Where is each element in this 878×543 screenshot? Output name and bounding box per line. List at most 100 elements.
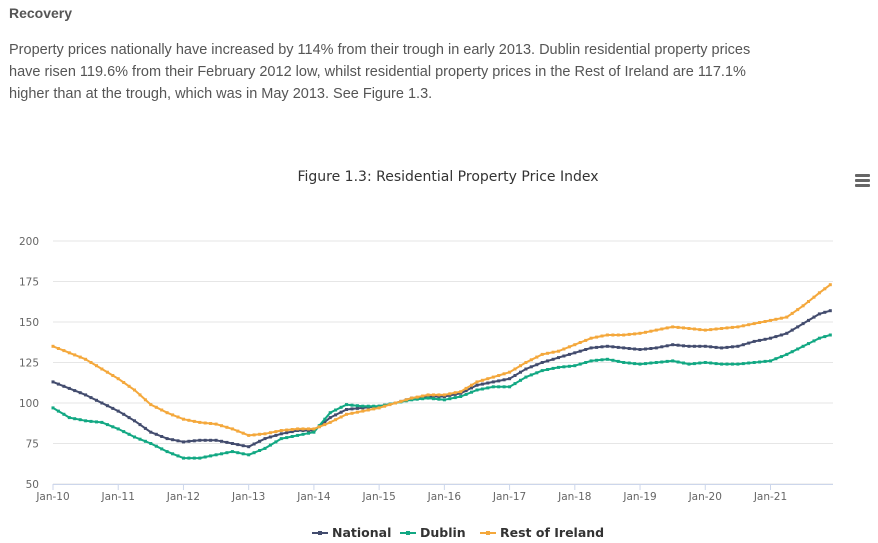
data-point bbox=[301, 427, 305, 431]
data-point bbox=[442, 395, 446, 398]
data-point bbox=[345, 412, 348, 416]
data-point bbox=[415, 395, 419, 399]
data-point bbox=[801, 344, 805, 348]
data-point bbox=[448, 392, 452, 396]
legend-item[interactable]: Rest of Ireland bbox=[480, 525, 604, 540]
data-point bbox=[584, 361, 588, 364]
data-point bbox=[633, 347, 637, 351]
hamburger-menu-icon[interactable] bbox=[853, 172, 873, 190]
data-point bbox=[796, 325, 800, 329]
data-point bbox=[644, 330, 647, 334]
data-point bbox=[432, 397, 435, 401]
data-point bbox=[448, 397, 452, 401]
data-point bbox=[752, 322, 756, 326]
data-point bbox=[573, 351, 577, 355]
data-point bbox=[236, 451, 240, 455]
data-point bbox=[562, 365, 566, 369]
data-point bbox=[258, 439, 262, 443]
data-point bbox=[644, 362, 647, 366]
data-point bbox=[182, 440, 185, 444]
data-point bbox=[203, 455, 207, 459]
x-tick-label: Jan-21 bbox=[753, 491, 787, 503]
data-point bbox=[730, 362, 734, 366]
data-point bbox=[209, 422, 213, 425]
data-point bbox=[595, 345, 599, 349]
data-point bbox=[225, 440, 229, 444]
x-tick-label: Jan-20 bbox=[688, 491, 722, 503]
data-point bbox=[817, 312, 821, 316]
data-point bbox=[567, 352, 571, 356]
data-point bbox=[127, 432, 131, 436]
legend-item[interactable]: Dublin bbox=[400, 525, 466, 540]
data-point bbox=[62, 412, 66, 416]
data-point bbox=[747, 341, 751, 345]
data-point bbox=[660, 345, 664, 349]
data-point bbox=[459, 395, 463, 398]
data-point bbox=[100, 420, 104, 424]
data-point bbox=[220, 439, 223, 443]
data-point bbox=[143, 439, 147, 443]
data-point bbox=[350, 407, 354, 411]
data-point bbox=[823, 310, 827, 314]
data-point bbox=[627, 332, 631, 336]
data-point bbox=[252, 433, 256, 437]
data-point bbox=[714, 362, 718, 366]
data-point bbox=[578, 362, 582, 366]
data-point bbox=[622, 346, 626, 350]
data-point bbox=[56, 347, 60, 350]
data-point bbox=[220, 424, 223, 428]
data-point bbox=[453, 392, 457, 396]
data-point bbox=[540, 352, 544, 356]
data-point bbox=[692, 327, 696, 331]
data-point bbox=[774, 357, 778, 361]
data-point bbox=[720, 327, 724, 330]
data-point bbox=[307, 429, 310, 432]
data-point bbox=[611, 358, 615, 362]
legend-label: National bbox=[332, 525, 392, 540]
data-point bbox=[154, 444, 158, 448]
data-point bbox=[508, 370, 512, 374]
legend-label: Rest of Ireland bbox=[500, 525, 605, 540]
data-point bbox=[529, 358, 533, 362]
data-point bbox=[225, 451, 229, 455]
data-point bbox=[491, 380, 495, 384]
data-point bbox=[665, 344, 669, 348]
data-point bbox=[654, 361, 658, 364]
data-point bbox=[62, 384, 66, 388]
data-point bbox=[649, 347, 653, 350]
data-point bbox=[633, 332, 637, 336]
data-point bbox=[785, 315, 789, 319]
data-point bbox=[654, 346, 658, 350]
data-point bbox=[535, 363, 539, 367]
data-point bbox=[105, 370, 109, 374]
data-point bbox=[285, 431, 289, 435]
data-point bbox=[497, 385, 501, 389]
data-point bbox=[133, 435, 136, 439]
data-point bbox=[567, 364, 571, 368]
data-point bbox=[312, 430, 316, 434]
data-point bbox=[741, 362, 745, 366]
data-point bbox=[89, 396, 93, 400]
data-point bbox=[470, 383, 473, 387]
data-point bbox=[513, 367, 517, 371]
data-point bbox=[703, 328, 707, 332]
data-point bbox=[399, 399, 403, 403]
legend-item[interactable]: National bbox=[312, 525, 391, 540]
data-point bbox=[546, 359, 550, 363]
data-point bbox=[426, 396, 430, 400]
data-point bbox=[149, 442, 153, 445]
data-point bbox=[682, 361, 685, 365]
data-point bbox=[671, 325, 675, 329]
data-point bbox=[236, 429, 240, 433]
data-point bbox=[736, 344, 740, 348]
x-tick-label: Jan-11 bbox=[101, 491, 135, 503]
menu-bar bbox=[855, 174, 870, 177]
data-point bbox=[214, 422, 218, 426]
data-point bbox=[56, 382, 60, 386]
data-point bbox=[187, 439, 191, 443]
data-point bbox=[366, 404, 370, 408]
data-point bbox=[345, 408, 348, 411]
data-point bbox=[241, 444, 245, 448]
data-point bbox=[703, 344, 707, 348]
data-point bbox=[274, 433, 278, 437]
